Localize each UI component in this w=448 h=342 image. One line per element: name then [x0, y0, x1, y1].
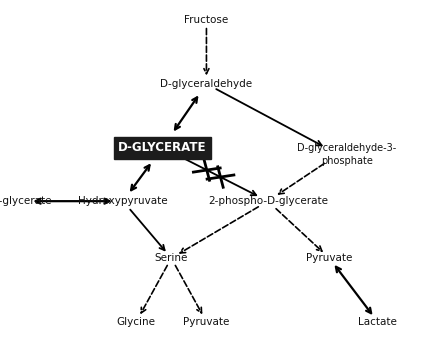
Text: 2-phospho-D-glycerate: 2-phospho-D-glycerate	[208, 196, 328, 206]
Text: Pyruvate: Pyruvate	[306, 253, 353, 263]
FancyArrowPatch shape	[204, 28, 209, 74]
FancyArrowPatch shape	[36, 199, 109, 204]
FancyArrowPatch shape	[175, 97, 197, 130]
Text: L-glycerate: L-glycerate	[0, 196, 51, 206]
FancyArrowPatch shape	[216, 89, 322, 145]
FancyArrowPatch shape	[279, 163, 324, 194]
Text: Serine: Serine	[155, 253, 188, 263]
FancyArrowPatch shape	[180, 156, 256, 195]
Text: Lactate: Lactate	[358, 317, 397, 327]
Text: Glycine: Glycine	[116, 317, 156, 327]
FancyArrowPatch shape	[175, 265, 202, 313]
Text: D-glyceraldehyde: D-glyceraldehyde	[160, 79, 253, 89]
FancyArrowPatch shape	[180, 207, 258, 253]
Text: Fructose: Fructose	[184, 15, 228, 25]
Text: D-GLYCERATE: D-GLYCERATE	[118, 141, 207, 154]
FancyArrowPatch shape	[141, 265, 167, 313]
Text: Pyruvate: Pyruvate	[183, 317, 230, 327]
Text: Hydroxypyruvate: Hydroxypyruvate	[78, 196, 168, 206]
FancyArrowPatch shape	[130, 210, 164, 250]
FancyArrowPatch shape	[131, 165, 150, 190]
Text: D-glyceraldehyde-3-
phosphate: D-glyceraldehyde-3- phosphate	[297, 143, 396, 166]
FancyArrowPatch shape	[276, 209, 322, 251]
FancyArrowPatch shape	[336, 267, 371, 313]
